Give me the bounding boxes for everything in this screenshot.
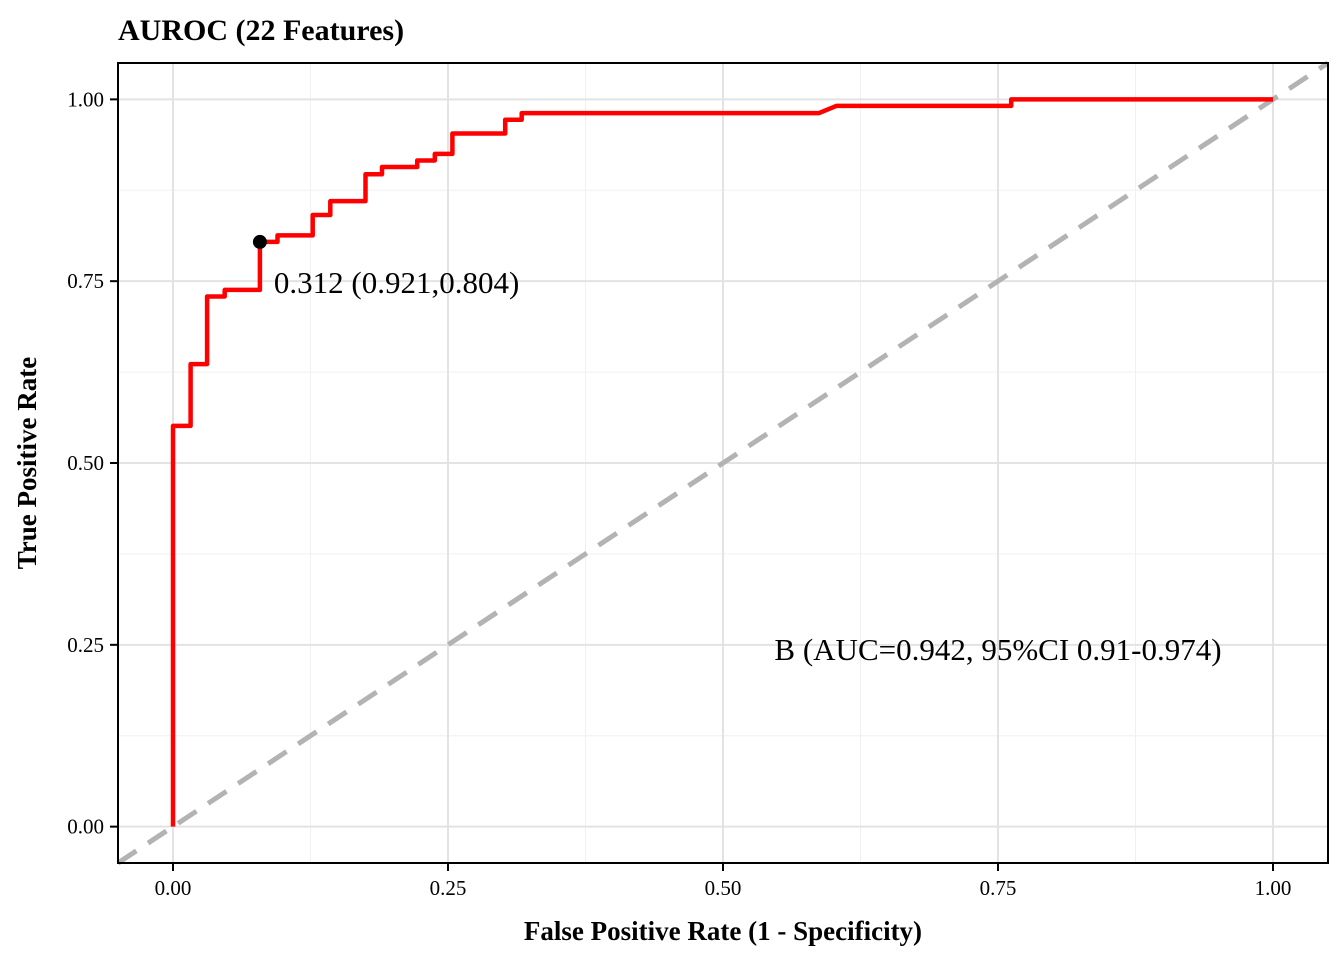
- series-layer: [116, 60, 1330, 866]
- y-tick-label-0: 0.00: [67, 815, 104, 839]
- y-tick-label-2: 0.50: [67, 451, 104, 475]
- axis-ticks: 0.00 0.25 0.50 0.75 1.00 0.00 0.25 0.50 0.75 1.00: [67, 87, 1291, 900]
- x-tick-label-0: 0.00: [155, 876, 192, 900]
- reference-diagonal-line: [116, 60, 1330, 866]
- y-tick-label-4: 1.00: [67, 87, 104, 111]
- y-tick-label-3: 0.75: [67, 269, 104, 293]
- roc-curve-line: [170, 97, 1273, 827]
- y-axis-title: True Positive Rate: [12, 357, 42, 569]
- x-tick-label-2: 0.50: [705, 876, 742, 900]
- x-tick-label-1: 0.25: [430, 876, 467, 900]
- y-tick-label-1: 0.25: [67, 633, 104, 657]
- plot-panel-border: [117, 62, 1329, 864]
- chart-title: AUROC (22 Features): [118, 14, 404, 47]
- auc-annotation: B (AUC=0.942, 95%CI 0.91-0.974): [774, 632, 1221, 667]
- x-tick-label-4: 1.00: [1255, 876, 1292, 900]
- x-axis-title: False Positive Rate (1 - Specificity): [524, 916, 922, 946]
- optimal-threshold-label: 0.312 (0.921,0.804): [274, 265, 519, 300]
- x-tick-label-3: 0.75: [980, 876, 1017, 900]
- gridlines: [118, 63, 1328, 863]
- optimal-threshold-point: [252, 234, 267, 249]
